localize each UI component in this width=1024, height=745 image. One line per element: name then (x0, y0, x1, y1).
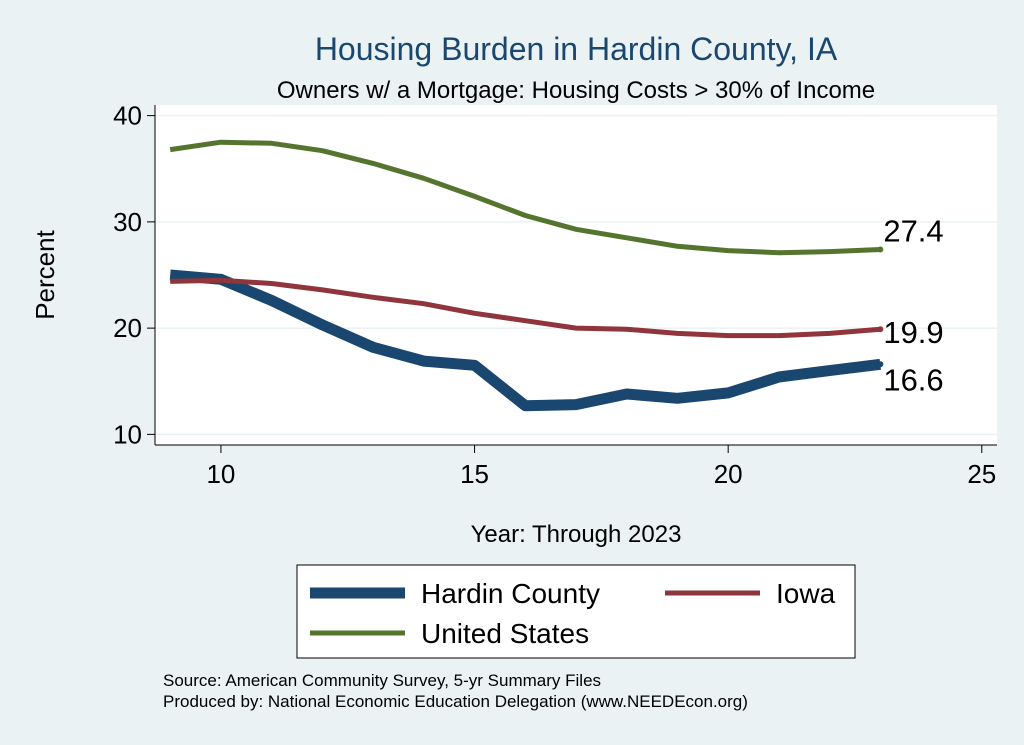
y-tick-label: 40 (113, 101, 142, 131)
chart-title: Housing Burden in Hardin County, IA (315, 31, 838, 67)
end-point-hardin-county (877, 361, 884, 368)
end-label-united-states: 27.4 (883, 214, 943, 249)
end-point-united-states (877, 246, 884, 253)
legend-label-hardin-county: Hardin County (421, 578, 600, 609)
end-label-iowa: 19.9 (883, 315, 943, 350)
y-tick-label: 10 (113, 419, 142, 449)
series-line-hardin-county (169, 269, 881, 412)
grid-lines (155, 114, 997, 436)
legend-box (296, 564, 856, 659)
series-line-iowa (170, 277, 881, 339)
y-axis-label: Percent (30, 229, 60, 319)
y-axis-ticks: 10 20 30 40 (113, 101, 155, 449)
x-tick-label: 25 (967, 459, 996, 489)
x-tick-label: 20 (714, 459, 743, 489)
source-note: Source: American Community Survey, 5-yr … (163, 671, 601, 690)
x-tick-label: 10 (206, 459, 235, 489)
x-axis-label: Year: Through 2023 (471, 521, 682, 548)
end-label-hardin-county: 16.6 (883, 362, 943, 397)
end-labels: 16.6 19.9 27.4 (883, 214, 943, 398)
chart-subtitle: Owners w/ a Mortgage: Housing Costs > 30… (277, 77, 875, 104)
y-tick-label: 30 (113, 207, 142, 237)
legend-label-iowa: Iowa (776, 578, 836, 609)
legend: Hardin County Iowa United States (296, 564, 856, 659)
series-line-united-states (169, 139, 881, 256)
produced-by-note: Produced by: National Economic Education… (163, 692, 748, 711)
x-tick-label: 15 (460, 459, 489, 489)
legend-label-united-states: United States (421, 618, 589, 649)
plot-area (155, 105, 997, 445)
end-point-iowa (877, 326, 884, 333)
y-tick-label: 20 (113, 313, 142, 343)
x-axis-ticks: 10 15 20 25 (206, 445, 996, 489)
series-lines (169, 139, 884, 412)
